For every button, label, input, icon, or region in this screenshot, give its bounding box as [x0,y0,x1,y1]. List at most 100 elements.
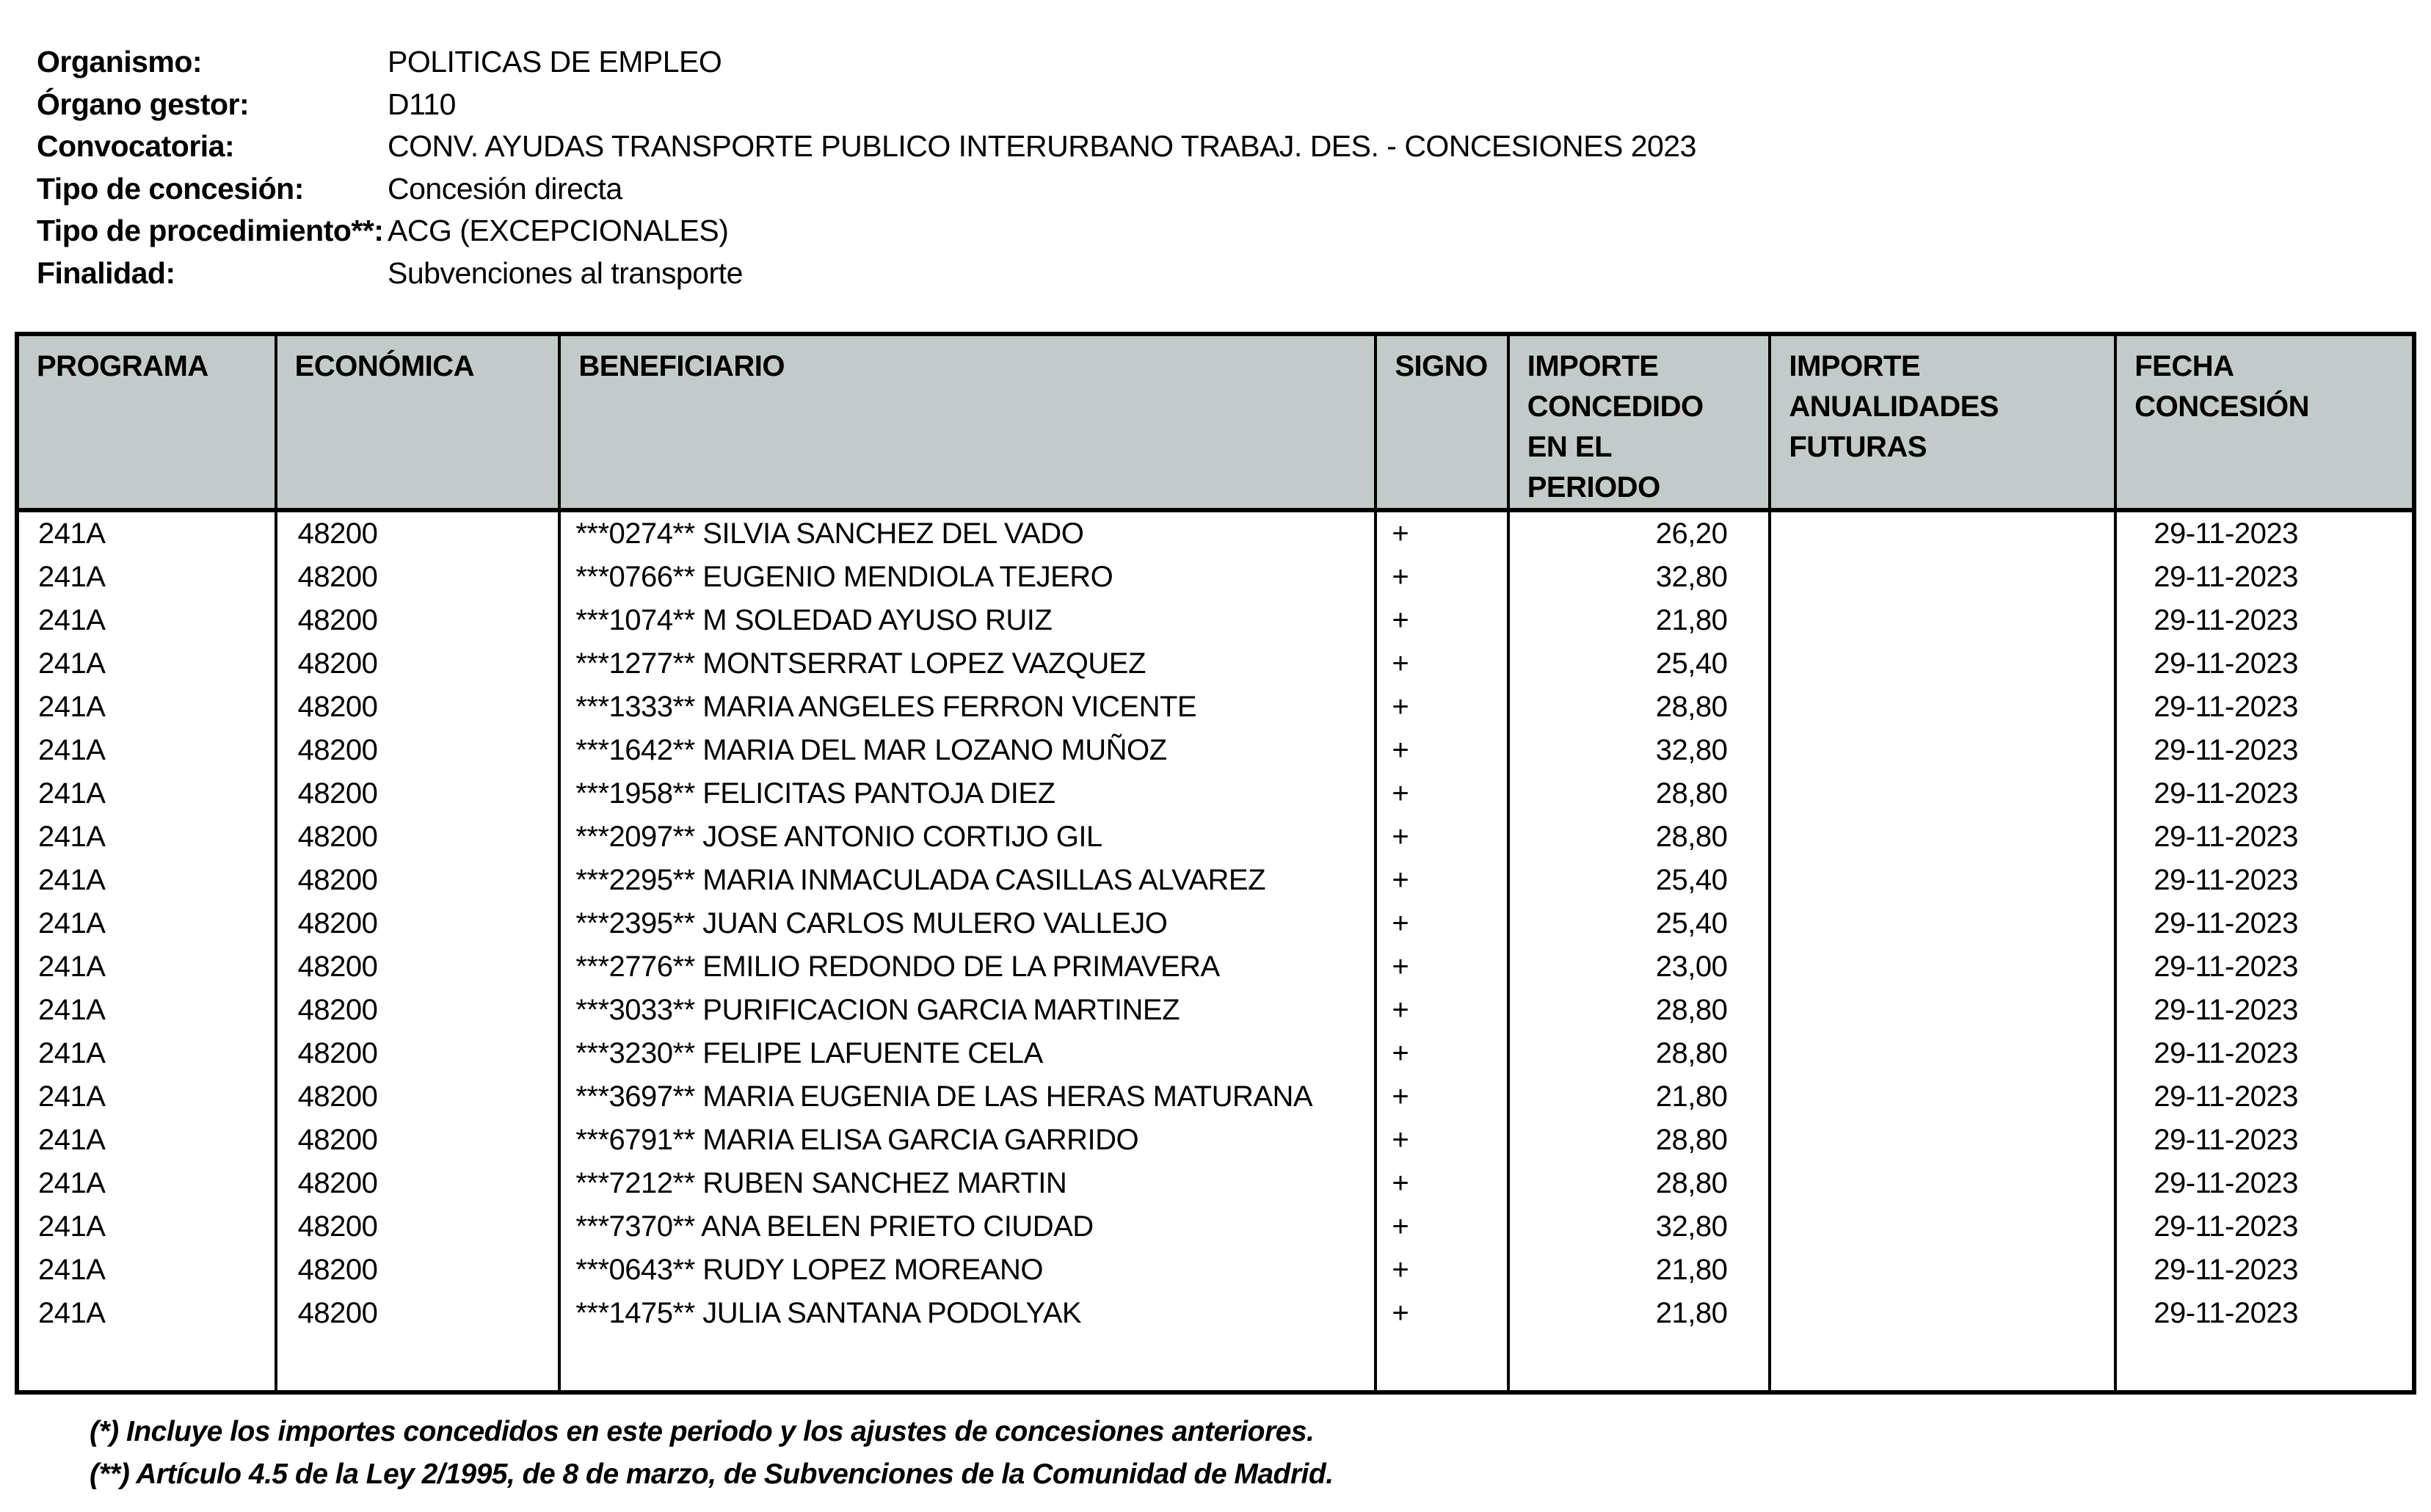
cell-importe-anualidades [1768,989,2118,1032]
cell-importe-concedido: 28,80 [1506,1032,1772,1075]
info-value: ACG (EXCEPCIONALES) [388,214,729,247]
cell-fecha-concesion: 29-11-2023 [2114,1249,2416,1292]
column-header-importe-concedido-label: IMPORTE CONCEDIDO EN EL PERIODO [1527,350,1704,504]
filler-cell [1506,1335,1772,1392]
column-header-importe-anualidades-label: IMPORTE ANUALIDADES FUTURAS [1789,350,1999,463]
cell-programa: 241A [15,642,277,686]
cell-signo: + [1374,642,1510,686]
cell-economica: 48200 [274,556,562,599]
cell-importe-concedido: 26,20 [1506,510,1772,556]
column-header-programa: PROGRAMA [15,334,277,512]
table-row: 241A 48200 ***1277** MONTSERRAT LOPEZ VA… [15,642,2416,686]
cell-importe-concedido: 28,80 [1506,772,1772,815]
table-body: 241A 48200 ***0274** SILVIA SANCHEZ DEL … [15,510,2416,1335]
column-header-economica: ECONÓMICA [274,334,562,512]
cell-beneficiario: ***1642** MARIA DEL MAR LOZANO MUÑOZ [558,729,1378,772]
table-row: 241A 48200 ***0643** RUDY LOPEZ MOREANO … [15,1249,2416,1292]
table-row: 241A 48200 ***1958** FELICITAS PANTOJA D… [15,772,2416,815]
cell-fecha-concesion: 29-11-2023 [2114,729,2416,772]
cell-fecha-concesion: 29-11-2023 [2114,989,2416,1032]
cell-economica: 48200 [274,859,562,902]
cell-beneficiario: ***2395** JUAN CARLOS MULERO VALLEJO [558,902,1378,945]
cell-signo: + [1374,1162,1510,1205]
table-row: 241A 48200 ***7212** RUBEN SANCHEZ MARTI… [15,1162,2416,1205]
cell-fecha-concesion: 29-11-2023 [2114,1119,2416,1162]
column-header-beneficiario: BENEFICIARIO [558,334,1378,512]
table-row: 241A 48200 ***1333** MARIA ANGELES FERRO… [15,686,2416,729]
table-row: 241A 48200 ***2295** MARIA INMACULADA CA… [15,859,2416,902]
cell-beneficiario: ***1333** MARIA ANGELES FERRON VICENTE [558,686,1378,729]
cell-signo: + [1374,1292,1510,1335]
cell-economica: 48200 [274,1075,562,1119]
cell-economica: 48200 [274,510,562,556]
cell-importe-concedido: 25,40 [1506,642,1772,686]
cell-importe-concedido: 32,80 [1506,729,1772,772]
cell-fecha-concesion: 29-11-2023 [2114,1075,2416,1119]
cell-programa: 241A [15,859,277,902]
cell-economica: 48200 [274,1119,562,1162]
info-label: Convocatoria: [37,129,235,163]
cell-fecha-concesion: 29-11-2023 [2114,1205,2416,1249]
cell-programa: 241A [15,945,277,989]
cell-economica: 48200 [274,772,562,815]
cell-importe-anualidades [1768,815,2118,859]
table-row: 241A 48200 ***0274** SILVIA SANCHEZ DEL … [15,510,2416,556]
cell-beneficiario: ***6791** MARIA ELISA GARCIA GARRIDO [558,1119,1378,1162]
cell-fecha-concesion: 29-11-2023 [2114,599,2416,642]
cell-programa: 241A [15,1032,277,1075]
cell-signo: + [1374,772,1510,815]
cell-signo: + [1374,1119,1510,1162]
cell-fecha-concesion: 29-11-2023 [2114,1292,2416,1335]
info-row: Órgano gestor: D110 [37,84,2385,126]
cell-importe-concedido: 28,80 [1506,989,1772,1032]
cell-fecha-concesion: 29-11-2023 [2114,1162,2416,1205]
cell-fecha-concesion: 29-11-2023 [2114,902,2416,945]
footnote: (*) Incluye los importes concedidos en e… [90,1416,1315,1447]
cell-signo: + [1374,1249,1510,1292]
cell-beneficiario: ***3230** FELIPE LAFUENTE CELA [558,1032,1378,1075]
cell-beneficiario: ***1277** MONTSERRAT LOPEZ VAZQUEZ [558,642,1378,686]
table-row: 241A 48200 ***6791** MARIA ELISA GARCIA … [15,1119,2416,1162]
cell-fecha-concesion: 29-11-2023 [2114,1032,2416,1075]
cell-beneficiario: ***1074** M SOLEDAD AYUSO RUIZ [558,599,1378,642]
cell-programa: 241A [15,1119,277,1162]
cell-beneficiario: ***0766** EUGENIO MENDIOLA TEJERO [558,556,1378,599]
table-row: 241A 48200 ***1475** JULIA SANTANA PODOL… [15,1292,2416,1335]
cell-economica: 48200 [274,989,562,1032]
cell-importe-anualidades [1768,510,2118,556]
table-row: 241A 48200 ***0766** EUGENIO MENDIOLA TE… [15,556,2416,599]
table-filler-row [15,1335,2416,1392]
cell-importe-anualidades [1768,556,2118,599]
cell-signo: + [1374,599,1510,642]
cell-fecha-concesion: 29-11-2023 [2114,556,2416,599]
cell-importe-anualidades [1768,1032,2118,1075]
column-header-signo-label: SIGNO [1395,350,1488,382]
cell-importe-concedido: 25,40 [1506,859,1772,902]
cell-importe-concedido: 28,80 [1506,686,1772,729]
table-row: 241A 48200 ***3697** MARIA EUGENIA DE LA… [15,1075,2416,1119]
cell-programa: 241A [15,1205,277,1249]
cell-importe-concedido: 32,80 [1506,1205,1772,1249]
cell-importe-anualidades [1768,772,2118,815]
cell-programa: 241A [15,1292,277,1335]
column-header-economica-label: ECONÓMICA [294,350,475,382]
cell-importe-concedido: 28,80 [1506,815,1772,859]
filler-cell [558,1335,1378,1392]
table-row: 241A 48200 ***1642** MARIA DEL MAR LOZAN… [15,729,2416,772]
cell-importe-concedido: 28,80 [1506,1162,1772,1205]
column-header-fecha-concesion: FECHA CONCESIÓN [2114,334,2416,512]
cell-economica: 48200 [274,642,562,686]
info-label: Tipo de procedimiento**: [37,214,384,247]
cell-programa: 241A [15,1162,277,1205]
cell-programa: 241A [15,599,277,642]
cell-programa: 241A [15,989,277,1032]
info-label: Órgano gestor: [37,87,250,121]
cell-economica: 48200 [274,599,562,642]
cell-importe-anualidades [1768,729,2118,772]
cell-fecha-concesion: 29-11-2023 [2114,686,2416,729]
table-row: 241A 48200 ***2097** JOSE ANTONIO CORTIJ… [15,815,2416,859]
info-label: Organismo: [37,45,203,79]
filler-cell [1768,1335,2118,1392]
info-row: Convocatoria: CONV. AYUDAS TRANSPORTE PU… [37,126,2385,168]
cell-fecha-concesion: 29-11-2023 [2114,642,2416,686]
